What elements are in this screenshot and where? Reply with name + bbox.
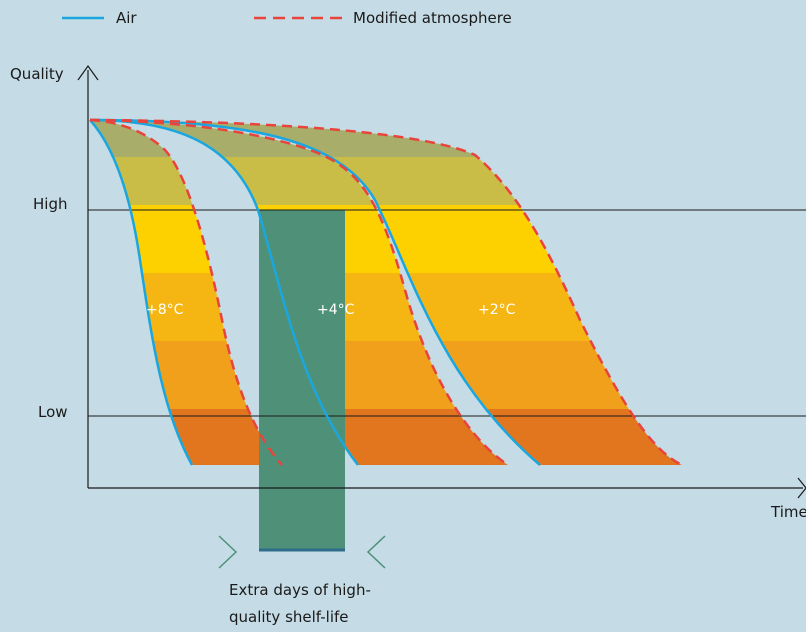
legend: Air Modified atmosphere [62, 9, 512, 27]
y-axis-label: Quality [10, 65, 64, 83]
high-label: High [33, 195, 67, 213]
legend-modified-label: Modified atmosphere [353, 9, 512, 27]
x-axis-arrow [797, 477, 806, 499]
annotation-line-1: Extra days of high- [229, 581, 371, 599]
air-curve-2c [89, 118, 541, 466]
right-chevron [366, 535, 386, 569]
y-axis-arrow [77, 64, 99, 81]
air-curve-8c [89, 119, 194, 466]
temp-label-4c: +4°C [317, 302, 355, 318]
air-curves [89, 118, 541, 466]
temp-label-2c: +2°C [478, 302, 516, 318]
modified-curve-2c [89, 118, 683, 467]
temp-label-8c: +8°C [146, 302, 184, 318]
modified-curve-4c [89, 118, 509, 467]
low-label: Low [38, 403, 68, 421]
left-chevron [218, 535, 238, 569]
legend-air-label: Air [116, 9, 137, 27]
axes [77, 64, 806, 499]
modified-curve-8c [89, 118, 283, 466]
x-axis-label: Time [770, 503, 806, 521]
air-curve-4c [89, 118, 359, 466]
annotation-line-2: quality shelf-life [229, 608, 349, 626]
modified-curves [89, 118, 683, 467]
